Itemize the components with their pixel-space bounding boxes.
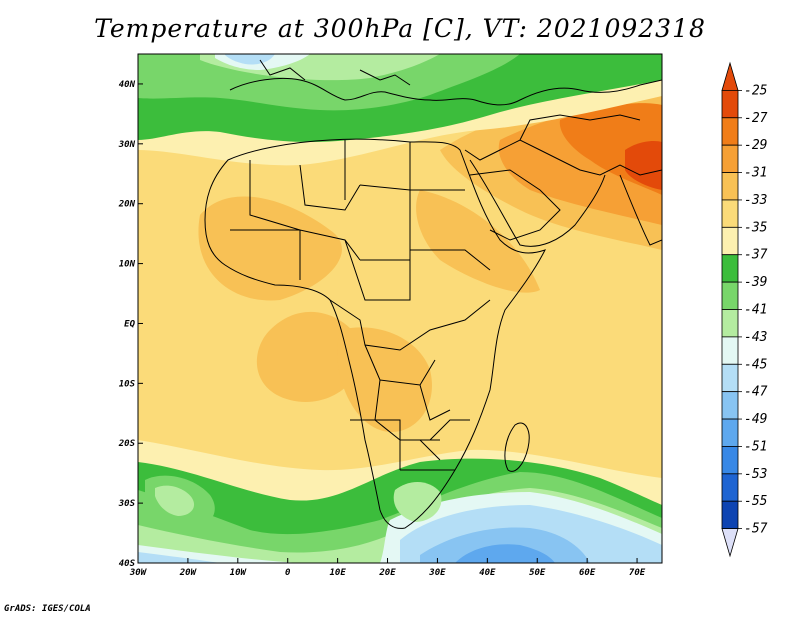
colorbar-label: -29 [744,138,767,153]
y-tick-label: 10S [119,379,136,389]
colorbar-label: -47 [744,385,768,400]
central-africa-borders [329,299,491,441]
field-southwest-swirl-core [155,485,195,516]
colorbar-swatch [721,336,739,365]
colorbar-swatch [721,254,739,283]
colorbar-label: -43 [744,330,767,345]
colorbar-swatch [721,281,739,310]
colorbar-swatch [721,391,739,420]
field-peak-tibet [625,140,662,190]
x-tick-label: 60E [579,568,596,578]
field-warm-central-africa [337,327,432,432]
x-tick-label: 40E [479,568,496,578]
y-tick-label: 40N [119,80,136,90]
southern-africa-borders [350,419,470,471]
africa-coastline [204,138,546,529]
country-boundaries [204,59,662,529]
arabian-peninsula-coastline [469,159,606,247]
y-tick-label: 30N [118,140,136,150]
colorbar-swatch [721,418,739,447]
y-tick-label: EQ [124,319,135,329]
colorbar-swatch [721,199,739,228]
map-title: Temperature at 300hPa [C], VT: 202109231… [94,14,706,43]
india-coastline [619,174,662,246]
x-tick-label: 0 [285,568,291,578]
field-south-deeper-blue [455,544,555,563]
colorbar-bottom-arrow [721,528,739,558]
colorbar-swatch [721,117,739,146]
sahel-borders [230,229,491,301]
colorbar-label: -49 [744,412,767,427]
x-tick-label: 50E [529,568,546,578]
x-tick-label: 10W [230,568,248,578]
colorbar-label: -57 [744,522,768,537]
field-south-africa-core [393,481,442,522]
y-tick-label: 20N [118,200,136,210]
x-tick-label: 10E [329,568,346,578]
colorbar-label: -55 [744,494,768,509]
colorbar-label: -51 [744,439,767,454]
x-tick-label: 20E [378,568,396,578]
colorbar-swatch [721,226,739,256]
y-tick-label: 30S [118,499,136,509]
colorbar-swatch [721,500,739,530]
field-warm-west-africa [198,196,342,301]
colorbar-swatch [721,144,739,173]
y-tick-label: 20S [118,439,136,449]
colorbar-label: -39 [744,275,767,290]
middle-east-borders [464,114,662,241]
colorbar-swatch [721,473,739,502]
colorbar-swatch [721,309,739,338]
field-north-blue-spot [225,54,275,65]
colorbar-label: -31 [744,166,767,181]
colorbar-label: -41 [744,303,767,318]
colorbar-label: -37 [744,248,768,263]
colorbar-swatch [721,89,739,119]
credit-text: GrADS: IGES/COLA [4,604,91,614]
colorbar: -25 -27 -29 -31 -33 -35 -37 -39 -41 -43 -45 -47 -49 -… [721,61,768,558]
colorbar-swatch [721,446,739,475]
colorbar-label: -33 [744,193,767,208]
madagascar-coastline [504,422,530,472]
temperature-field [138,54,662,563]
colorbar-swatch [721,363,739,393]
colorbar-label: -45 [744,357,768,372]
y-axis: 40S 30S 20S 10S EQ 10N 20N 30N 40N [118,80,143,569]
y-tick-label: 40S [119,559,136,569]
colorbar-label: -27 [744,111,768,126]
north-africa-borders [249,140,465,250]
x-axis: 30W 20W 10W 0 10E 20E 30E 40E 50E 60E 70E [129,558,646,578]
field-warm-east-africa [416,190,540,293]
x-tick-label: 30W [129,568,148,578]
field-warm-central-atlantic [256,311,362,402]
colorbar-label: -35 [744,220,768,235]
x-tick-label: 20W [179,568,198,578]
colorbar-top-arrow [721,61,739,91]
x-tick-label: 70E [629,568,646,578]
europe-coastline [229,59,662,106]
colorbar-label: -25 [744,83,768,98]
x-tick-label: 30E [428,568,446,578]
plot-frame [137,53,663,564]
colorbar-label: -53 [744,467,767,482]
colorbar-swatch [721,172,739,201]
y-tick-label: 10N [119,260,136,270]
